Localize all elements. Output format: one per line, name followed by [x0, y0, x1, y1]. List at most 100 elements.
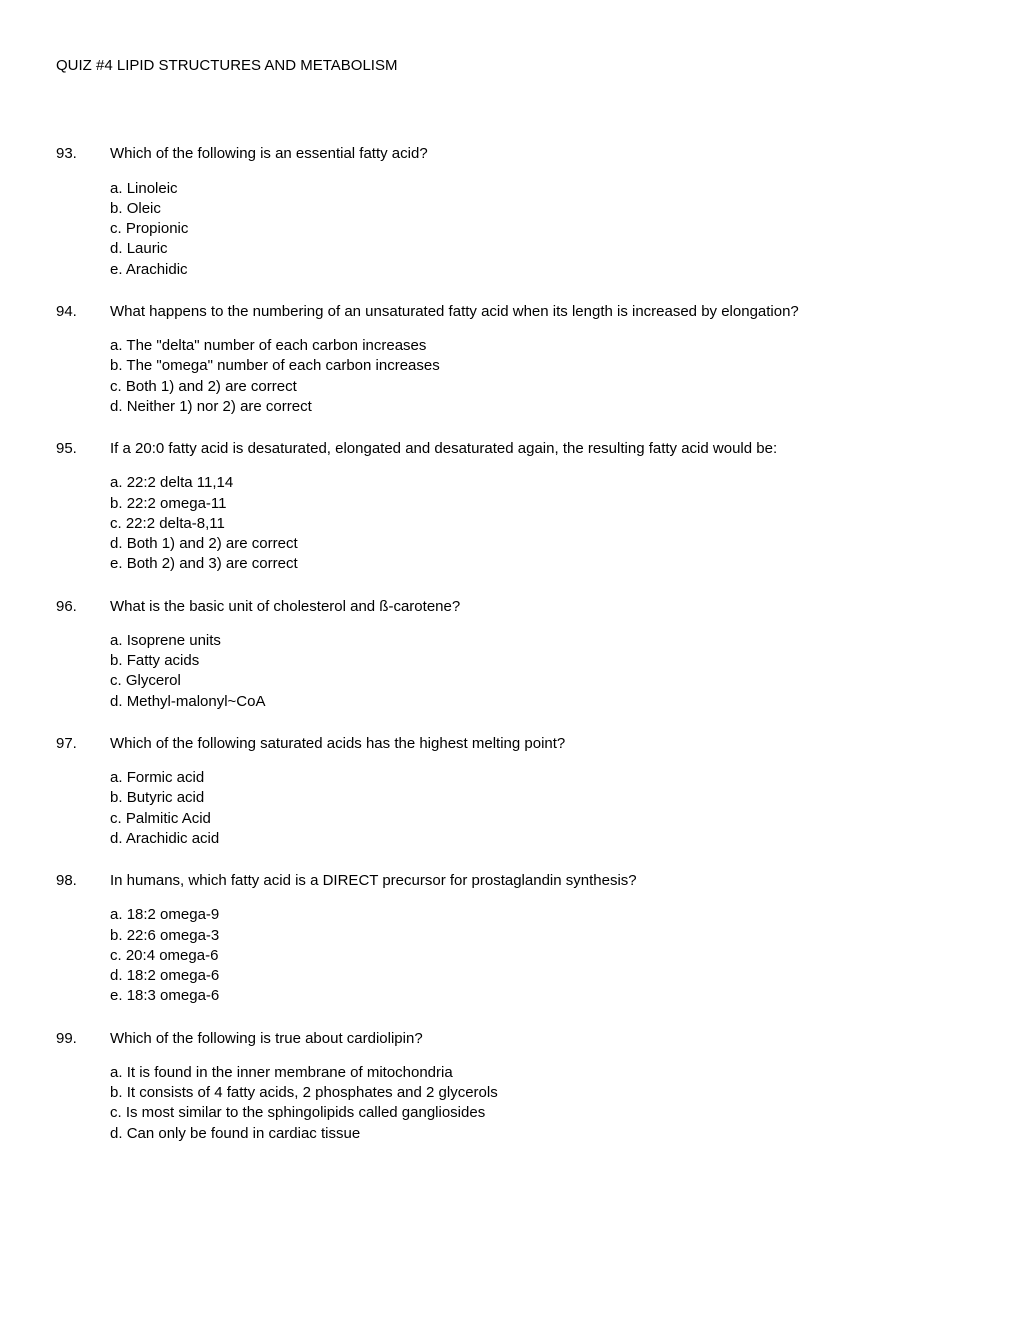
option-text: Both 1) and 2) are correct [127, 535, 298, 552]
option-letter: b. [110, 200, 127, 217]
option-letter: d. [110, 398, 127, 415]
option-row: c. 20:4 omega-6 [110, 946, 964, 966]
option-row: e. 18:3 omega-6 [110, 986, 964, 1006]
options-list: a. Isoprene unitsb. Fatty acidsc. Glycer… [110, 631, 964, 712]
question-number: 95. [56, 439, 110, 459]
option-text: Butyric acid [127, 789, 205, 806]
option-text: Fatty acids [127, 652, 200, 669]
question-row: 99.Which of the following is true about … [56, 1029, 964, 1049]
option-text: Linoleic [127, 180, 178, 197]
option-row: a. Isoprene units [110, 631, 964, 651]
option-letter: c. [110, 515, 126, 532]
option-text: Can only be found in cardiac tissue [127, 1125, 360, 1142]
option-letter: d. [110, 1125, 127, 1142]
option-row: a. The "delta" number of each carbon inc… [110, 336, 964, 356]
option-letter: c. [110, 672, 126, 689]
question-block: 94.What happens to the numbering of an u… [56, 302, 964, 417]
option-letter: e. [110, 987, 127, 1004]
question-text: What happens to the numbering of an unsa… [110, 303, 799, 320]
option-row: c. 22:2 delta-8,11 [110, 514, 964, 534]
question-text: Which of the following saturated acids h… [110, 734, 964, 754]
option-row: c. Both 1) and 2) are correct [110, 377, 964, 397]
question-block: 96.What is the basic unit of cholesterol… [56, 597, 964, 712]
option-text: Glycerol [126, 672, 181, 689]
questions-container: 93.Which of the following is an essentia… [56, 144, 964, 1144]
option-text: Both 1) and 2) are correct [126, 378, 297, 395]
options-list: a. The "delta" number of each carbon inc… [110, 336, 964, 417]
question-row: 94.What happens to the numbering of an u… [56, 302, 964, 322]
options-list: a. Linoleicb. Oleicc. Propionicd. Lauric… [110, 179, 964, 280]
option-text: Lauric [127, 240, 168, 257]
option-text: Methyl-malonyl~CoA [127, 693, 266, 710]
option-letter: a. [110, 337, 126, 354]
option-text: 18:3 omega-6 [127, 987, 220, 1004]
option-text: 22:2 delta-8,11 [126, 515, 225, 532]
option-row: d. 18:2 omega-6 [110, 966, 964, 986]
question-text: What is the basic unit of cholesterol an… [110, 597, 964, 617]
option-row: b. It consists of 4 fatty acids, 2 phosp… [110, 1083, 964, 1103]
question-row: 95.If a 20:0 fatty acid is desaturated, … [56, 439, 964, 459]
option-text: Both 2) and 3) are correct [127, 555, 298, 572]
option-row: d. Arachidic acid [110, 829, 964, 849]
option-letter: b. [110, 652, 127, 669]
question-block: 98.In humans, which fatty acid is a DIRE… [56, 871, 964, 1007]
question-text: If a 20:0 fatty acid is desaturated, elo… [110, 439, 964, 459]
option-row: b. The "omega" number of each carbon inc… [110, 356, 964, 376]
option-row: d. Lauric [110, 239, 964, 259]
question-text: In humans, which fatty acid is a DIRECT … [110, 871, 964, 891]
options-list: a. Formic acidb. Butyric acidc. Palmitic… [110, 768, 964, 849]
option-row: d. Methyl-malonyl~CoA [110, 692, 964, 712]
option-row: d. Can only be found in cardiac tissue [110, 1124, 964, 1144]
option-letter: b. [110, 1084, 127, 1101]
option-row: b. 22:2 omega-11 [110, 494, 964, 514]
option-text: 22:2 omega-11 [127, 495, 227, 512]
question-number: 98. [56, 871, 110, 891]
option-text: Arachidic acid [126, 830, 219, 847]
option-letter: b. [110, 789, 127, 806]
option-row: b. Butyric acid [110, 788, 964, 808]
option-text: Oleic [127, 200, 161, 217]
option-letter: d. [110, 967, 127, 984]
option-text: Neither 1) nor 2) are correct [127, 398, 312, 415]
option-letter: a. [110, 1064, 127, 1081]
option-text: Formic acid [127, 769, 205, 786]
option-letter: e. [110, 555, 127, 572]
question-row: 96.What is the basic unit of cholesterol… [56, 597, 964, 617]
options-list: a. It is found in the inner membrane of … [110, 1063, 964, 1144]
option-row: d. Both 1) and 2) are correct [110, 534, 964, 554]
option-text: The "delta" number of each carbon increa… [126, 337, 426, 354]
question-number: 99. [56, 1029, 110, 1049]
question-number: 93. [56, 144, 110, 164]
option-letter: a. [110, 180, 127, 197]
option-text: It consists of 4 fatty acids, 2 phosphat… [127, 1084, 498, 1101]
option-row: d. Neither 1) nor 2) are correct [110, 397, 964, 417]
question-row: 93.Which of the following is an essentia… [56, 144, 964, 164]
option-text: Isoprene units [127, 632, 221, 649]
option-row: c. Palmitic Acid [110, 809, 964, 829]
option-letter: a. [110, 769, 127, 786]
option-text: Palmitic Acid [126, 810, 211, 827]
option-letter: a. [110, 906, 127, 923]
option-letter: c. [110, 947, 126, 964]
option-row: a. Linoleic [110, 179, 964, 199]
option-row: b. Oleic [110, 199, 964, 219]
option-row: a. It is found in the inner membrane of … [110, 1063, 964, 1083]
option-text: 18:2 omega-6 [127, 967, 220, 984]
option-letter: b. [110, 495, 127, 512]
option-letter: e. [110, 261, 126, 278]
option-letter: c. [110, 1104, 126, 1121]
option-row: a. Formic acid [110, 768, 964, 788]
option-row: b. 22:6 omega-3 [110, 926, 964, 946]
question-number: 96. [56, 597, 110, 617]
option-letter: d. [110, 830, 126, 847]
option-letter: d. [110, 693, 127, 710]
option-row: b. Fatty acids [110, 651, 964, 671]
option-letter: c. [110, 810, 126, 827]
question-number: 97. [56, 734, 110, 754]
option-row: c. Propionic [110, 219, 964, 239]
option-text: Is most similar to the sphingolipids cal… [126, 1104, 485, 1121]
options-list: a. 22:2 delta 11,14b. 22:2 omega-11c. 22… [110, 473, 964, 574]
question-row: 97.Which of the following saturated acid… [56, 734, 964, 754]
question-text: Which of the following is an essential f… [110, 144, 964, 164]
option-letter: a. [110, 474, 127, 491]
